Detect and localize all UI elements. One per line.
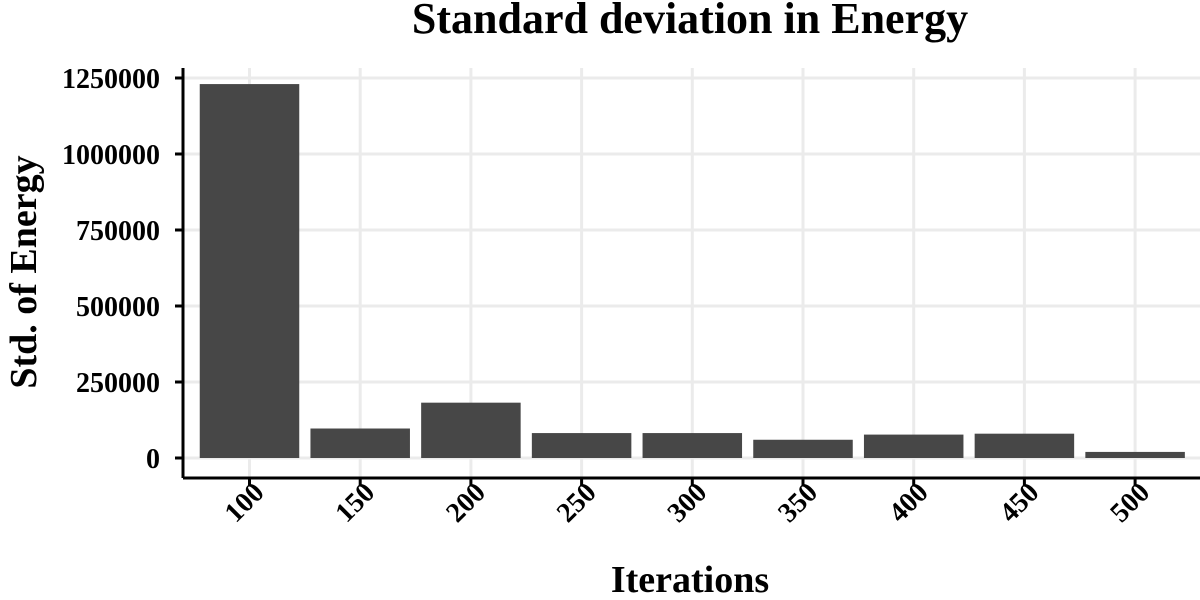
bar bbox=[1085, 451, 1185, 458]
bar bbox=[421, 402, 521, 458]
bar bbox=[199, 84, 300, 458]
y-tick-label: 250000 bbox=[76, 368, 160, 399]
bar bbox=[863, 434, 964, 458]
y-tick-label: 750000 bbox=[76, 216, 160, 247]
chart-title: Standard deviation in Energy bbox=[412, 0, 968, 43]
x-tick-label: 100 bbox=[219, 477, 271, 529]
x-ticks: 100 150 200 250 300 350 400 450 500 bbox=[219, 477, 1156, 529]
y-tick-label: 0 bbox=[146, 444, 160, 475]
bar bbox=[310, 428, 410, 458]
x-tick-label: 200 bbox=[440, 477, 492, 529]
x-tick-label: 350 bbox=[772, 477, 824, 529]
x-tick-label: 150 bbox=[330, 477, 382, 529]
bar bbox=[531, 433, 632, 458]
x-tick-label: 250 bbox=[551, 477, 603, 529]
bar bbox=[974, 433, 1075, 458]
y-tick-label: 500000 bbox=[76, 292, 160, 323]
x-tick-label: 450 bbox=[994, 477, 1046, 529]
x-axis-title: Iterations bbox=[611, 559, 769, 600]
x-tick-label: 300 bbox=[662, 477, 714, 529]
grid bbox=[183, 68, 1200, 478]
y-ticks: 0 250000 500000 750000 1000000 1250000 bbox=[62, 64, 183, 475]
x-tick-label: 500 bbox=[1104, 477, 1156, 529]
x-tick-label: 400 bbox=[883, 477, 935, 529]
y-tick-label: 1250000 bbox=[62, 64, 160, 95]
y-axis-title: Std. of Energy bbox=[3, 155, 45, 388]
bars bbox=[199, 84, 1185, 458]
bar bbox=[753, 439, 853, 458]
bar bbox=[642, 433, 743, 458]
y-tick-label: 1000000 bbox=[62, 140, 160, 171]
